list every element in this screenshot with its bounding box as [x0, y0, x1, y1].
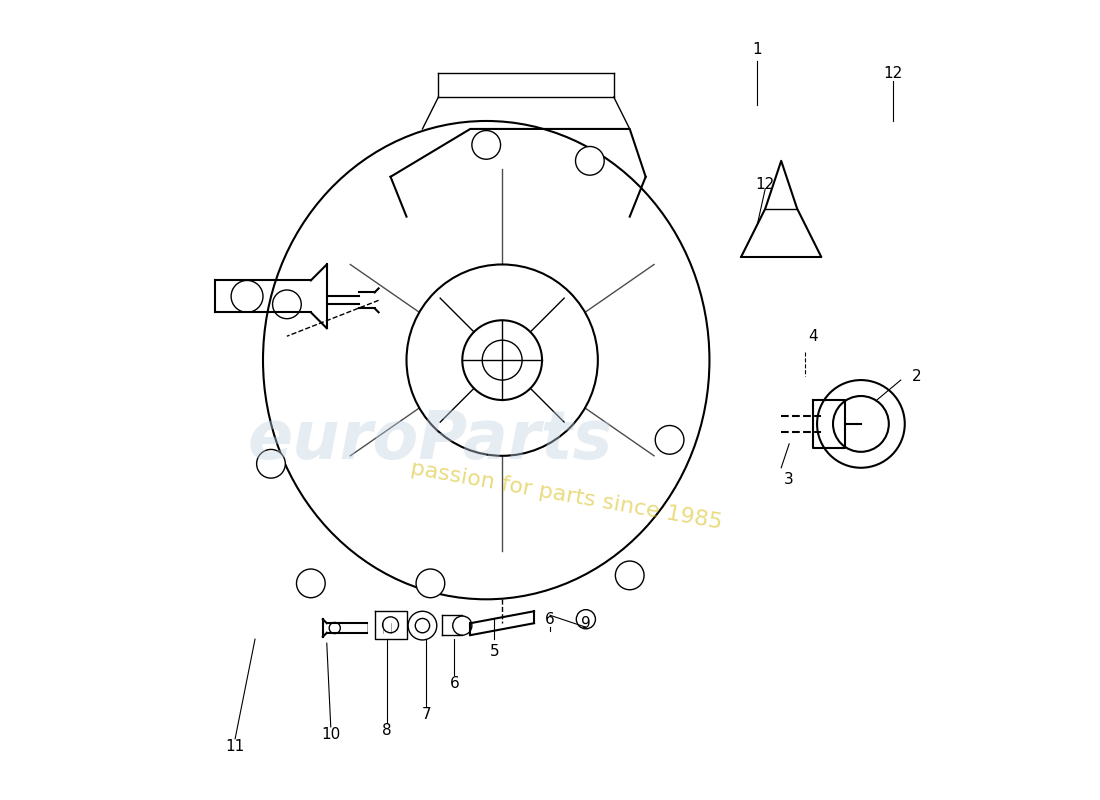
Text: 12: 12: [756, 178, 774, 192]
Text: 7: 7: [421, 707, 431, 722]
Text: 6: 6: [450, 675, 459, 690]
Text: euroParts: euroParts: [248, 407, 613, 473]
Text: 2: 2: [912, 369, 922, 383]
Circle shape: [615, 561, 645, 590]
Circle shape: [256, 450, 285, 478]
Circle shape: [273, 290, 301, 318]
Text: passion for parts since 1985: passion for parts since 1985: [408, 458, 724, 533]
Text: 5: 5: [490, 644, 499, 658]
Circle shape: [416, 569, 444, 598]
Text: 6: 6: [546, 612, 554, 626]
Text: 1: 1: [752, 42, 762, 57]
Circle shape: [231, 281, 263, 312]
Text: 3: 3: [784, 472, 794, 487]
Circle shape: [297, 569, 326, 598]
Text: 9: 9: [581, 616, 591, 630]
Text: 11: 11: [226, 739, 244, 754]
Text: 8: 8: [382, 723, 392, 738]
Circle shape: [472, 130, 500, 159]
Text: 4: 4: [808, 329, 818, 344]
Circle shape: [656, 426, 684, 454]
Text: 10: 10: [321, 727, 340, 742]
Circle shape: [575, 146, 604, 175]
Text: 12: 12: [883, 66, 902, 81]
